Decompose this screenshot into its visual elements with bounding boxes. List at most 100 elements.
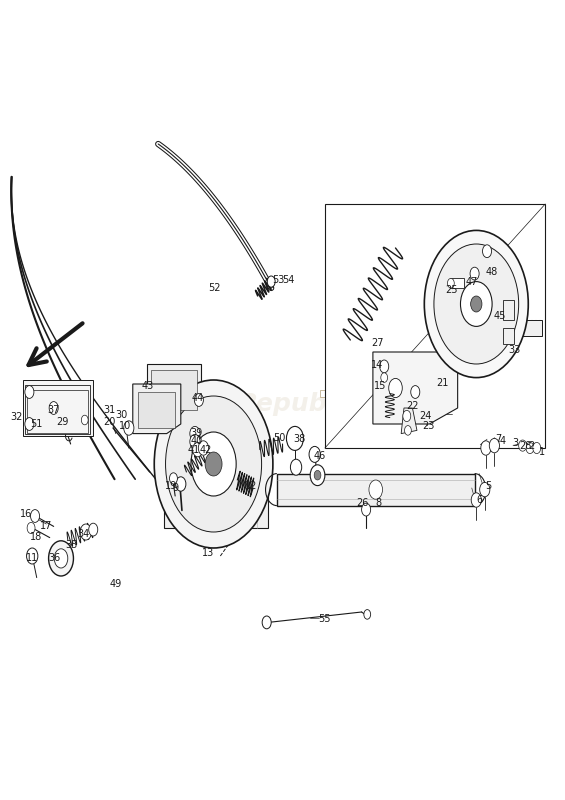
Circle shape: [380, 360, 389, 373]
Text: 16: 16: [20, 510, 33, 519]
Text: 17: 17: [40, 521, 53, 530]
Circle shape: [309, 446, 320, 462]
Text: 13: 13: [202, 548, 214, 558]
Bar: [326, 410, 331, 416]
Circle shape: [193, 442, 203, 457]
Text: 52: 52: [208, 283, 221, 293]
Text: 21: 21: [436, 378, 449, 388]
Text: 47: 47: [466, 277, 478, 286]
Circle shape: [194, 394, 203, 406]
Circle shape: [27, 548, 38, 564]
Text: 10: 10: [119, 422, 132, 431]
Text: 44: 44: [192, 394, 204, 403]
Text: 40: 40: [190, 436, 203, 446]
Text: 15: 15: [374, 382, 386, 391]
Text: 5: 5: [485, 481, 492, 490]
Text: 6: 6: [476, 495, 482, 505]
Text: 24: 24: [419, 411, 432, 421]
Circle shape: [403, 410, 411, 422]
Bar: [450, 278, 464, 288]
Text: 7: 7: [495, 434, 502, 444]
Circle shape: [166, 396, 262, 532]
Circle shape: [364, 610, 371, 619]
Text: 50: 50: [273, 433, 285, 442]
Text: 14: 14: [371, 360, 383, 370]
Circle shape: [176, 477, 186, 491]
Circle shape: [49, 541, 73, 576]
Text: 25: 25: [446, 285, 458, 294]
Bar: [503, 328, 514, 344]
Polygon shape: [133, 384, 181, 434]
Circle shape: [49, 402, 58, 414]
Circle shape: [424, 230, 528, 378]
Text: 51: 51: [31, 419, 43, 429]
Text: 31: 31: [103, 406, 115, 415]
Text: 45: 45: [494, 311, 506, 321]
Text: 53: 53: [272, 275, 285, 285]
Circle shape: [411, 386, 420, 398]
Circle shape: [480, 482, 490, 497]
Text: 42: 42: [200, 445, 212, 454]
Circle shape: [519, 440, 527, 451]
Circle shape: [526, 442, 534, 454]
Circle shape: [310, 465, 325, 486]
Circle shape: [434, 244, 519, 364]
Bar: [340, 363, 344, 370]
Text: 38: 38: [293, 434, 306, 444]
Text: 26: 26: [357, 498, 369, 508]
Text: 4: 4: [499, 436, 505, 446]
Circle shape: [369, 480, 383, 499]
Text: 12: 12: [245, 481, 258, 490]
Circle shape: [190, 434, 200, 449]
Text: 9: 9: [172, 483, 178, 493]
Circle shape: [489, 438, 499, 453]
Text: 35: 35: [66, 540, 78, 550]
Circle shape: [362, 503, 371, 516]
Circle shape: [460, 282, 492, 326]
Text: 1: 1: [540, 447, 545, 457]
Circle shape: [447, 278, 454, 288]
Circle shape: [170, 473, 177, 484]
Circle shape: [267, 276, 275, 287]
Circle shape: [190, 426, 200, 441]
Bar: [359, 390, 363, 397]
Bar: [353, 410, 358, 416]
Circle shape: [89, 523, 98, 536]
Text: 34: 34: [77, 530, 89, 539]
Circle shape: [31, 510, 40, 522]
Text: 30: 30: [115, 410, 128, 420]
Circle shape: [533, 442, 541, 454]
Bar: [138, 392, 175, 428]
Circle shape: [25, 418, 34, 430]
Circle shape: [286, 426, 303, 450]
Text: 39: 39: [190, 428, 203, 438]
Circle shape: [471, 296, 482, 312]
Circle shape: [154, 380, 273, 548]
Bar: [23, 380, 93, 436]
Bar: [151, 370, 197, 410]
Circle shape: [54, 549, 68, 568]
Text: 46: 46: [313, 451, 325, 461]
Text: 19: 19: [164, 481, 177, 490]
Circle shape: [80, 524, 92, 540]
Bar: [25, 385, 90, 434]
Bar: [340, 418, 344, 424]
Circle shape: [389, 378, 402, 398]
Bar: [277, 474, 475, 506]
Text: 27: 27: [371, 338, 384, 348]
Circle shape: [27, 522, 35, 534]
Text: 55: 55: [318, 614, 331, 624]
Text: 8: 8: [376, 498, 381, 508]
Polygon shape: [508, 320, 542, 336]
Text: Republik: Republik: [238, 392, 360, 416]
Circle shape: [205, 452, 222, 476]
Circle shape: [314, 470, 321, 480]
Bar: [27, 390, 88, 433]
Circle shape: [483, 245, 492, 258]
Polygon shape: [401, 408, 417, 434]
Bar: [353, 371, 358, 378]
Text: 20: 20: [103, 418, 115, 427]
Text: 41: 41: [187, 446, 199, 455]
Text: 23: 23: [423, 422, 435, 431]
Circle shape: [191, 432, 236, 496]
